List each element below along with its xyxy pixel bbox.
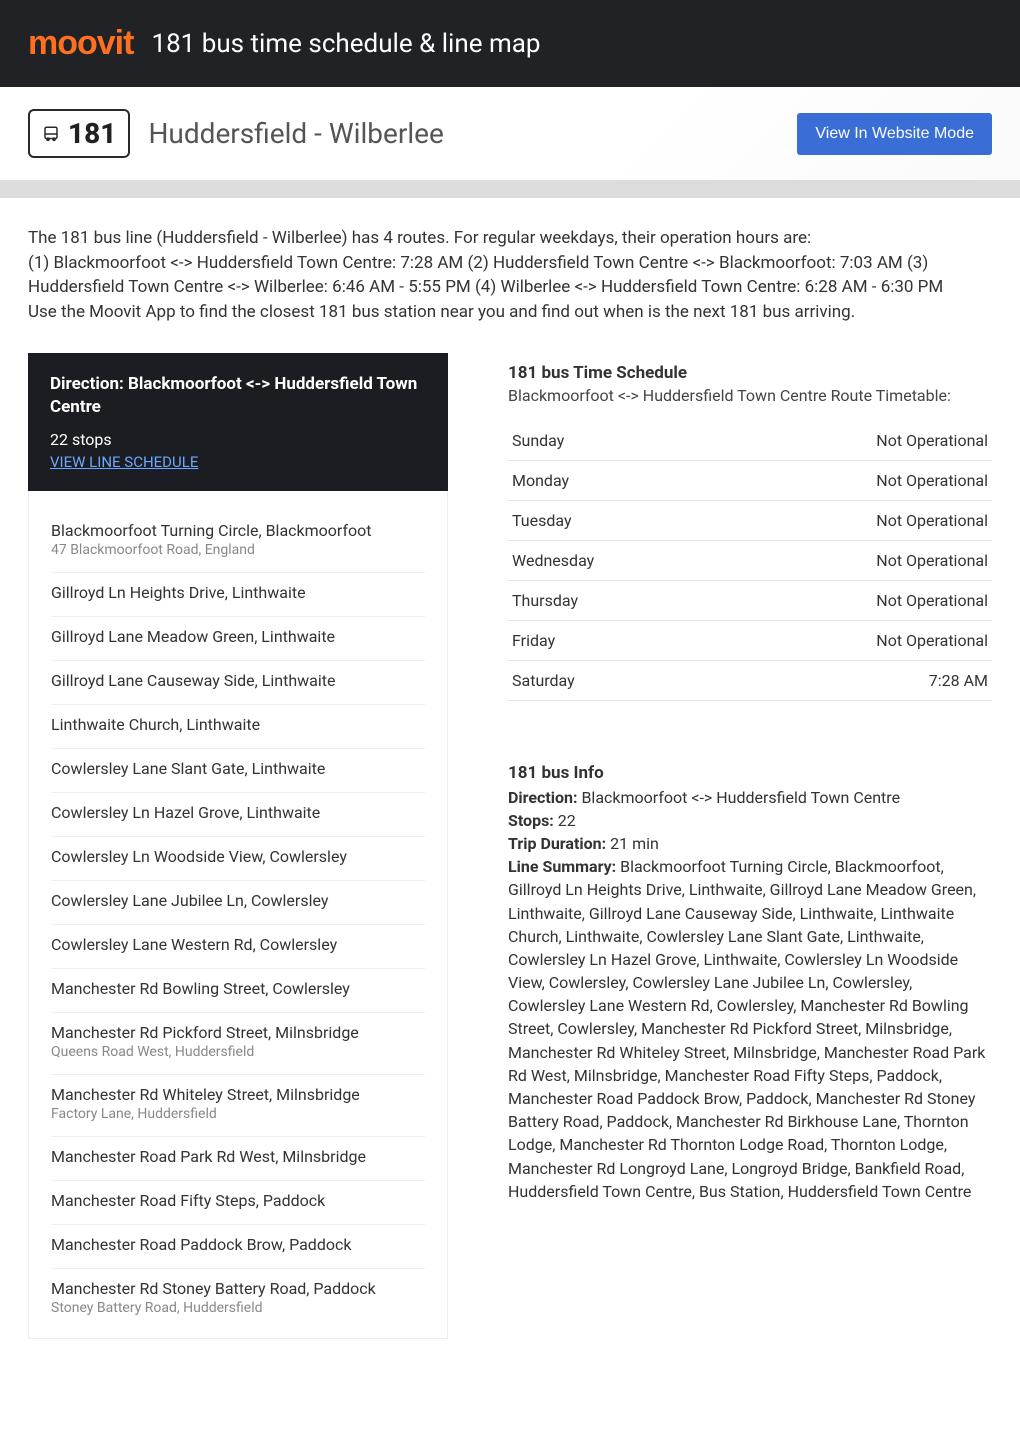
info-title: 181 bus Info [508,761,992,786]
schedule-day: Monday [512,471,569,490]
info-stops-value: 22 [554,811,576,830]
info-summary-label: Line Summary: [508,857,616,876]
stop-name: Manchester Road Paddock Brow, Paddock [51,1235,425,1254]
route-name: Huddersfield - Wilberlee [148,117,443,150]
info-direction: Direction: Blackmoorfoot <-> Huddersfiel… [508,786,992,809]
stop-name: Manchester Road Fifty Steps, Paddock [51,1191,425,1210]
schedule-row: Saturday 7:28 AM [508,661,992,701]
stop-item: Manchester Road Park Rd West, Milnsbridg… [51,1137,425,1181]
schedule-day: Saturday [512,671,575,690]
schedule-time: Not Operational [876,431,988,450]
stop-name: Gillroyd Lane Meadow Green, Linthwaite [51,627,425,646]
route-badge: 181 [28,109,130,158]
schedule-time: Not Operational [876,471,988,490]
schedule-time: 7:28 AM [929,671,988,690]
stop-name: Manchester Rd Bowling Street, Cowlersley [51,979,425,998]
page-title: 181 bus time schedule & line map [151,29,540,59]
stop-item: Blackmoorfoot Turning Circle, Blackmoorf… [51,511,425,573]
stop-item: Linthwaite Church, Linthwaite [51,705,425,749]
right-column: 181 bus Time Schedule Blackmoorfoot <-> … [508,353,992,1203]
header: moovit 181 bus time schedule & line map [0,0,1020,87]
stop-item: Manchester Road Paddock Brow, Paddock [51,1225,425,1269]
intro-text: The 181 bus line (Huddersfield - Wilberl… [0,198,1020,343]
left-column: Direction: Blackmoorfoot <-> Huddersfiel… [28,353,448,1340]
schedule-subtitle: Blackmoorfoot <-> Huddersfield Town Cent… [508,385,992,407]
stop-name: Cowlersley Lane Slant Gate, Linthwaite [51,759,425,778]
info-trip-label: Trip Duration: [508,834,606,853]
info-stops: Stops: 22 [508,809,992,832]
stop-name: Gillroyd Ln Heights Drive, Linthwaite [51,583,425,602]
schedule-time: Not Operational [876,591,988,610]
schedule-row: Friday Not Operational [508,621,992,661]
stop-sub: Stoney Battery Road, Huddersfield [51,1300,425,1316]
schedule-day: Sunday [512,431,564,450]
stop-name: Manchester Rd Stoney Battery Road, Paddo… [51,1279,425,1298]
info-direction-label: Direction: [508,788,577,807]
route-left: 181 Huddersfield - Wilberlee [28,109,444,158]
stop-sub: 47 Blackmoorfoot Road, England [51,542,425,558]
stop-item: Manchester Rd Bowling Street, Cowlersley [51,969,425,1013]
stop-item: Gillroyd Ln Heights Drive, Linthwaite [51,573,425,617]
info-trip-value: 21 min [606,834,659,853]
info-summary: Line Summary: Blackmoorfoot Turning Circ… [508,855,992,1203]
stop-name: Linthwaite Church, Linthwaite [51,715,425,734]
stop-sub: Queens Road West, Huddersfield [51,1044,425,1060]
schedule-box: 181 bus Time Schedule Blackmoorfoot <-> … [508,363,992,701]
stop-name: Cowlersley Lane Western Rd, Cowlersley [51,935,425,954]
stop-item: Cowlersley Lane Western Rd, Cowlersley [51,925,425,969]
stop-item: Cowlersley Ln Woodside View, Cowlersley [51,837,425,881]
schedule-row: Monday Not Operational [508,461,992,501]
stop-item: Cowlersley Lane Jubilee Ln, Cowlersley [51,881,425,925]
stop-item: Gillroyd Lane Meadow Green, Linthwaite [51,617,425,661]
stop-name: Cowlersley Lane Jubilee Ln, Cowlersley [51,891,425,910]
info-stops-label: Stops: [508,811,554,830]
route-number: 181 [68,117,116,150]
stop-item: Manchester Rd Whiteley Street, Milnsbrid… [51,1075,425,1137]
stop-name: Manchester Road Park Rd West, Milnsbridg… [51,1147,425,1166]
schedule-table: Sunday Not Operational Monday Not Operation… [508,421,992,701]
schedule-title: 181 bus Time Schedule [508,363,992,383]
stop-item: Manchester Rd Stoney Battery Road, Paddo… [51,1269,425,1330]
schedule-day: Tuesday [512,511,572,530]
schedule-row: Sunday Not Operational [508,421,992,461]
stop-item: Gillroyd Lane Causeway Side, Linthwaite [51,661,425,705]
schedule-row: Thursday Not Operational [508,581,992,621]
schedule-day: Thursday [512,591,578,610]
stop-item: Cowlersley Ln Hazel Grove, Linthwaite [51,793,425,837]
stop-name: Manchester Rd Whiteley Street, Milnsbrid… [51,1085,425,1104]
view-line-schedule-link[interactable]: VIEW LINE SCHEDULE [50,453,198,471]
stop-item: Manchester Road Fifty Steps, Paddock [51,1181,425,1225]
schedule-time: Not Operational [876,551,988,570]
schedule-row: Tuesday Not Operational [508,501,992,541]
content-area: Direction: Blackmoorfoot <-> Huddersfiel… [0,343,1020,1368]
website-mode-button[interactable]: View In Website Mode [797,113,992,155]
stop-sub: Factory Lane, Huddersfield [51,1106,425,1122]
schedule-row: Wednesday Not Operational [508,541,992,581]
stop-name: Gillroyd Lane Causeway Side, Linthwaite [51,671,425,690]
stops-list: Blackmoorfoot Turning Circle, Blackmoorf… [28,491,448,1339]
stop-item: Cowlersley Lane Slant Gate, Linthwaite [51,749,425,793]
info-trip: Trip Duration: 21 min [508,832,992,855]
stop-name: Cowlersley Ln Woodside View, Cowlersley [51,847,425,866]
route-bar: 181 Huddersfield - Wilberlee View In Web… [0,87,1020,180]
info-box: 181 bus Info Direction: Blackmoorfoot <-… [508,761,992,1203]
direction-box: Direction: Blackmoorfoot <-> Huddersfiel… [28,353,448,492]
stop-item: Manchester Rd Pickford Street, Milnsbrid… [51,1013,425,1075]
info-direction-value: Blackmoorfoot <-> Huddersfield Town Cent… [577,788,900,807]
info-summary-value: Blackmoorfoot Turning Circle, Blackmoorf… [508,857,985,1201]
stop-name: Manchester Rd Pickford Street, Milnsbrid… [51,1023,425,1042]
bus-icon [42,125,60,143]
stop-name: Blackmoorfoot Turning Circle, Blackmoorf… [51,521,425,540]
divider-strip [0,180,1020,198]
direction-stops-count: 22 stops [50,430,426,449]
schedule-time: Not Operational [876,511,988,530]
logo-text: moovit [28,24,133,63]
stop-name: Cowlersley Ln Hazel Grove, Linthwaite [51,803,425,822]
direction-title: Direction: Blackmoorfoot <-> Huddersfiel… [50,373,426,421]
schedule-day: Friday [512,631,555,650]
logo: moovit [28,24,133,63]
schedule-time: Not Operational [876,631,988,650]
schedule-day: Wednesday [512,551,594,570]
